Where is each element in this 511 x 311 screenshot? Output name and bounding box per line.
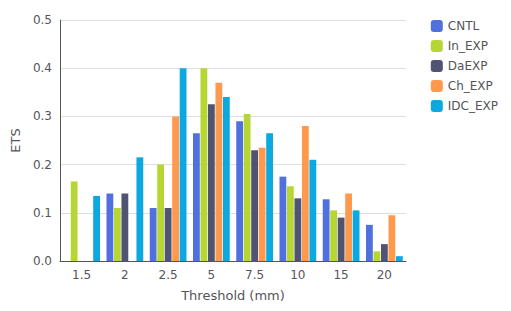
svg-text:0.3: 0.3 [33, 109, 52, 123]
svg-text:DaEXP: DaEXP [448, 59, 488, 73]
svg-text:1.5: 1.5 [72, 268, 91, 282]
svg-text:15: 15 [333, 268, 348, 282]
svg-text:5: 5 [208, 268, 216, 282]
svg-text:IDC_EXP: IDC_EXP [448, 99, 498, 113]
svg-text:20: 20 [377, 268, 392, 282]
svg-text:CNTL: CNTL [448, 19, 480, 33]
svg-text:ETS: ETS [8, 128, 23, 152]
svg-text:In_EXP: In_EXP [448, 39, 488, 53]
svg-text:0.1: 0.1 [33, 206, 52, 220]
svg-text:10: 10 [290, 268, 305, 282]
svg-text:2.5: 2.5 [159, 268, 178, 282]
svg-text:0.4: 0.4 [33, 61, 52, 75]
svg-text:0.2: 0.2 [33, 158, 52, 172]
svg-text:2: 2 [121, 268, 129, 282]
svg-text:0.5: 0.5 [33, 13, 52, 27]
svg-text:Ch_EXP: Ch_EXP [448, 79, 493, 93]
svg-text:0.0: 0.0 [33, 254, 52, 268]
svg-text:7.5: 7.5 [245, 268, 264, 282]
svg-text:Threshold (mm): Threshold (mm) [180, 288, 285, 303]
